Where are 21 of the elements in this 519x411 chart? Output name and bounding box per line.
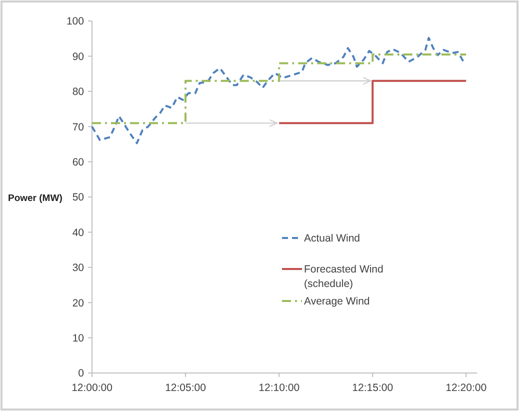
x-tick-label: 12:00:00 <box>72 382 113 394</box>
y-tick-label: 30 <box>72 262 84 274</box>
y-tick-label: 20 <box>72 297 84 310</box>
x-tick-label: 12:05:00 <box>165 382 206 394</box>
x-tick-label: 12:15:00 <box>352 382 394 394</box>
legend-label: Forecasted Wind (schedule) <box>304 264 384 290</box>
y-tick-label: 100 <box>66 16 84 28</box>
y-tick-label: 60 <box>72 156 84 168</box>
legend-label: Average Wind <box>304 296 370 308</box>
y-tick-label: 40 <box>72 226 84 239</box>
legend-label: Actual Wind <box>304 232 360 245</box>
y-tick-label: 10 <box>72 332 84 344</box>
y-axis-title: Power (MW) <box>8 193 62 204</box>
x-tick-label: 12:20:00 <box>446 382 487 394</box>
line-series <box>91 36 465 144</box>
y-tick-label: 70 <box>72 121 84 134</box>
y-tick-label: 80 <box>72 86 84 98</box>
y-tick-label: 0 <box>78 368 84 380</box>
x-tick-label: 12:10:00 <box>258 382 300 394</box>
y-tick-label: 90 <box>72 50 84 63</box>
y-tick-label: 50 <box>72 192 84 204</box>
